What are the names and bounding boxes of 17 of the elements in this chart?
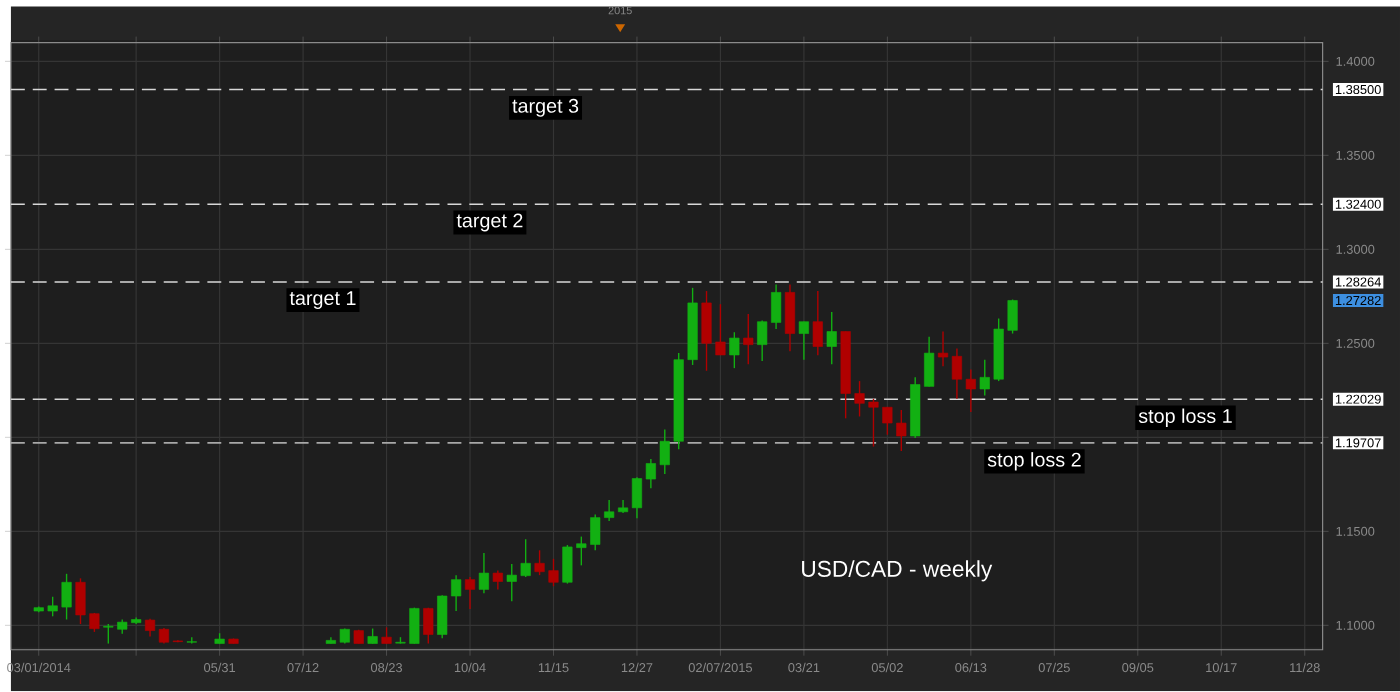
candlestick [937,331,949,368]
annotation: target 3 [512,99,579,118]
annotation: target 2 [456,213,523,232]
candlestick [826,311,837,366]
candlestick [423,607,434,645]
candlestick [812,290,823,357]
annotation: stop loss 1 [1138,408,1232,428]
candlestick [492,570,503,591]
candlestick [798,321,809,361]
candlestick [464,576,476,611]
candlestick [743,313,754,366]
text: USD/CAD - weekly [802,560,993,582]
candlestick [729,331,740,370]
candlestick [784,284,796,353]
candlestick [478,552,489,595]
annotation: target 1 [289,291,356,310]
annotation: stop loss 2 [987,452,1081,472]
